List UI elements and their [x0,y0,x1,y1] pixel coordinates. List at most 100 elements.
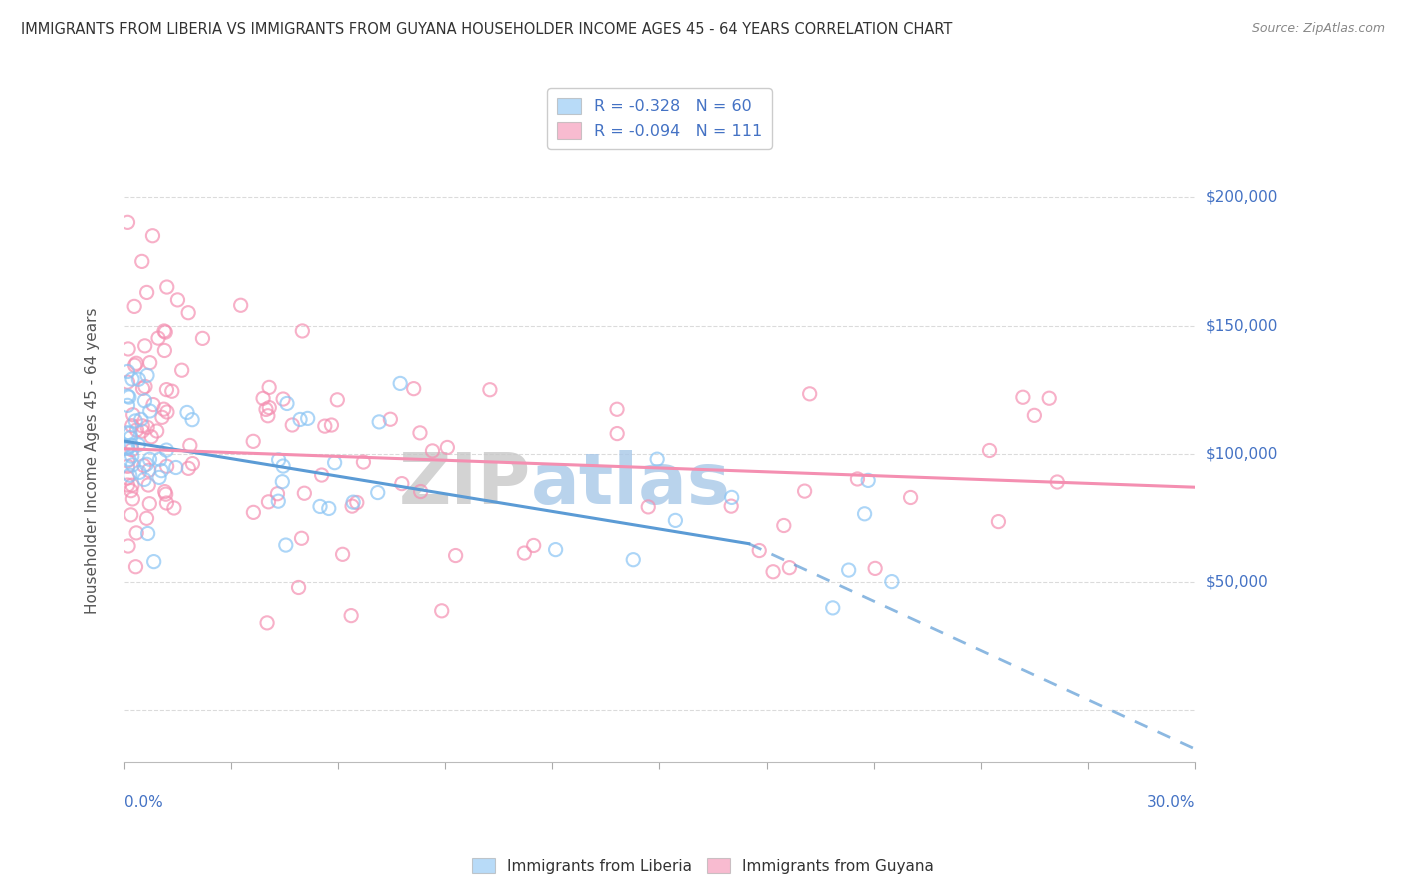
Point [422,444,444,458]
Point [544,542,567,557]
Point [121,408,143,422]
Point [720,491,742,505]
Point [1024,409,1046,423]
Point [1038,391,1060,405]
Point [142,398,165,412]
Point [342,495,364,509]
Legend: R = -0.328   N = 60, R = -0.094   N = 111: R = -0.328 N = 60, R = -0.094 N = 111 [547,88,772,149]
Point [128,466,150,480]
Text: atlas: atlas [531,450,731,519]
Point [645,452,668,467]
Point [332,547,354,561]
Point [762,565,785,579]
Point [152,402,174,417]
Point [138,452,160,467]
Point [120,508,142,522]
Point [274,538,297,552]
Point [409,425,432,440]
Point [165,460,187,475]
Point [176,405,198,419]
Point [149,452,172,467]
Point [252,392,274,406]
Point [160,384,183,399]
Point [124,559,146,574]
Point [132,458,155,473]
Point [321,417,343,432]
Point [135,285,157,300]
Point [138,404,160,418]
Point [127,438,149,452]
Point [122,299,145,313]
Text: ZIP: ZIP [399,450,531,519]
Point [276,396,298,410]
Point [120,431,142,445]
Point [409,484,432,499]
Point [135,458,157,472]
Point [368,415,391,429]
Point [145,424,167,438]
Point [772,518,794,533]
Point [402,382,425,396]
Point [314,419,336,434]
Point [778,560,800,574]
Text: Source: ZipAtlas.com: Source: ZipAtlas.com [1251,22,1385,36]
Point [367,485,389,500]
Point [163,500,186,515]
Point [880,574,903,589]
Point [181,457,204,471]
Point [513,546,536,560]
Point [389,376,412,391]
Point [117,342,139,356]
Point [155,487,177,501]
Point [352,455,374,469]
Point [150,410,173,425]
Point [318,501,340,516]
Point [142,555,165,569]
Point [125,356,148,370]
Point [121,418,143,433]
Point [271,458,294,473]
Point [120,483,142,498]
Point [523,539,546,553]
Point [121,442,143,457]
Point [326,392,349,407]
Point [254,402,277,417]
Point [121,458,143,472]
Point [900,491,922,505]
Point [181,412,204,426]
Y-axis label: Householder Income Ages 45 - 64 years: Householder Income Ages 45 - 64 years [86,307,100,614]
Point [291,324,314,338]
Point [799,387,821,401]
Point [793,484,815,499]
Point [117,459,139,474]
Point [118,468,141,483]
Point [134,339,156,353]
Point [821,600,844,615]
Point [271,475,294,489]
Point [124,414,146,428]
Point [124,358,146,372]
Point [135,511,157,525]
Point [444,549,467,563]
Point [150,464,173,478]
Point [117,442,139,456]
Point [155,325,177,339]
Text: 30.0%: 30.0% [1146,795,1195,810]
Point [311,468,333,483]
Point [117,398,139,412]
Point [117,441,139,455]
Point [290,531,312,545]
Point [430,604,453,618]
Text: $200,000: $200,000 [1206,190,1278,205]
Point [153,324,176,338]
Point [856,474,879,488]
Point [117,454,139,468]
Point [138,356,160,370]
Point [131,254,153,268]
Point [292,486,315,500]
Point [987,515,1010,529]
Text: 0.0%: 0.0% [124,795,163,810]
Point [141,228,163,243]
Legend: Immigrants from Liberia, Immigrants from Guyana: Immigrants from Liberia, Immigrants from… [465,852,941,880]
Point [242,434,264,449]
